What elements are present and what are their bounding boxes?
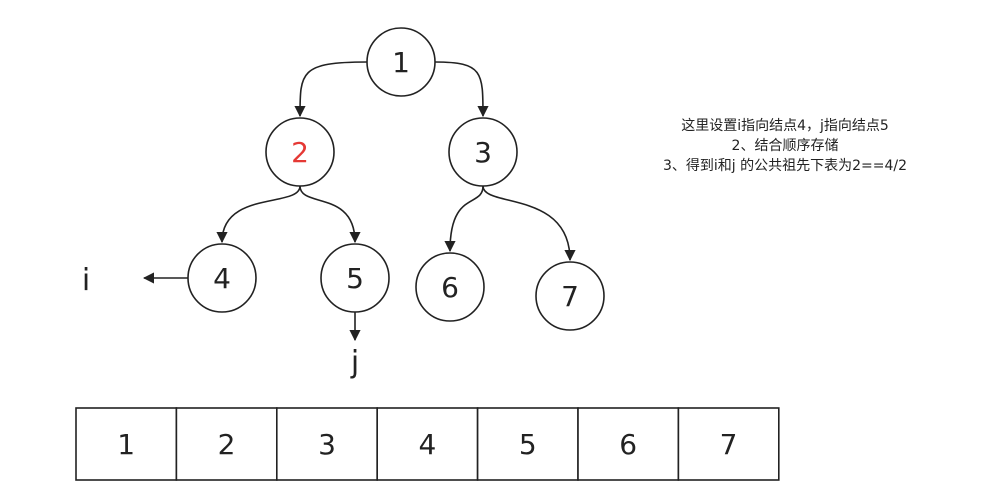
- tree-node-5: 5: [320, 243, 390, 313]
- note-line-1: 这里设置i指向结点4，j指向结点5: [681, 118, 889, 134]
- array-cell-box: [677, 407, 780, 481]
- tree-nodes: 1 2 3 4 5 6 7: [187, 27, 605, 331]
- node-circle: [415, 252, 485, 322]
- array-cell-2: 2: [175, 407, 278, 481]
- edge-n2-n5: [299, 185, 361, 244]
- tree-node-6: 6: [415, 252, 485, 322]
- array-cell-box: [75, 407, 178, 481]
- array-cell-label: 1: [117, 428, 135, 461]
- node-label: 5: [346, 262, 364, 295]
- tree-edges: [216, 61, 576, 262]
- array-cell-label: 5: [519, 428, 537, 461]
- edge-n1-n2: [294, 61, 368, 118]
- node-circle: [265, 117, 335, 187]
- node-label: 1: [392, 46, 410, 79]
- array-cell-label: 6: [619, 428, 637, 461]
- array-cell-label: 3: [318, 428, 336, 461]
- array-cell-box: [175, 407, 278, 481]
- edge-n1-n3: [434, 61, 489, 118]
- tree-node-7: 7: [535, 261, 605, 331]
- array-cell-label: 7: [720, 428, 738, 461]
- array-cell-5: 5: [476, 407, 579, 481]
- tree-node-1: 1: [366, 27, 436, 97]
- tree-node-3: 3: [448, 117, 518, 187]
- array-cell-3: 3: [275, 407, 378, 481]
- node-circle: [366, 27, 436, 97]
- sequential-storage-array: 1 2 3 4 5 6 7: [75, 407, 780, 481]
- array-cell-box: [376, 407, 479, 481]
- node-circle: [448, 117, 518, 187]
- node-circle: [535, 261, 605, 331]
- edge-n3-n7: [482, 185, 576, 262]
- tree-node-4: 4: [187, 243, 257, 313]
- edge-n2-n4: [216, 185, 301, 244]
- node-label: 7: [561, 280, 579, 313]
- node-label: 4: [213, 262, 231, 295]
- array-cell-label: 4: [418, 428, 436, 461]
- explanation-note: 这里设置i指向结点4，j指向结点5 2、结合顺序存储 3、得到i和j 的公共祖先…: [600, 116, 970, 176]
- node-label: 2: [291, 136, 309, 169]
- edge-n3-n6: [444, 185, 484, 253]
- array-cell-1: 1: [75, 407, 178, 481]
- array-cell-7: 7: [677, 407, 780, 481]
- node-label: 3: [474, 136, 492, 169]
- array-cell-4: 4: [376, 407, 479, 481]
- array-cell-label: 2: [218, 428, 236, 461]
- tree-node-2: 2: [265, 117, 335, 187]
- array-cell-6: 6: [577, 407, 680, 481]
- array-cell-box: [275, 407, 378, 481]
- node-label: 6: [441, 271, 459, 304]
- note-line-3: 3、得到i和j 的公共祖先下表为2==4/2: [662, 158, 908, 174]
- pointers: i j: [82, 263, 361, 380]
- pointer-i-label: i: [82, 263, 90, 298]
- array-cell-box: [577, 407, 680, 481]
- note-line-2: 2、结合顺序存储: [731, 138, 839, 154]
- pointer-j-label: j: [350, 345, 359, 380]
